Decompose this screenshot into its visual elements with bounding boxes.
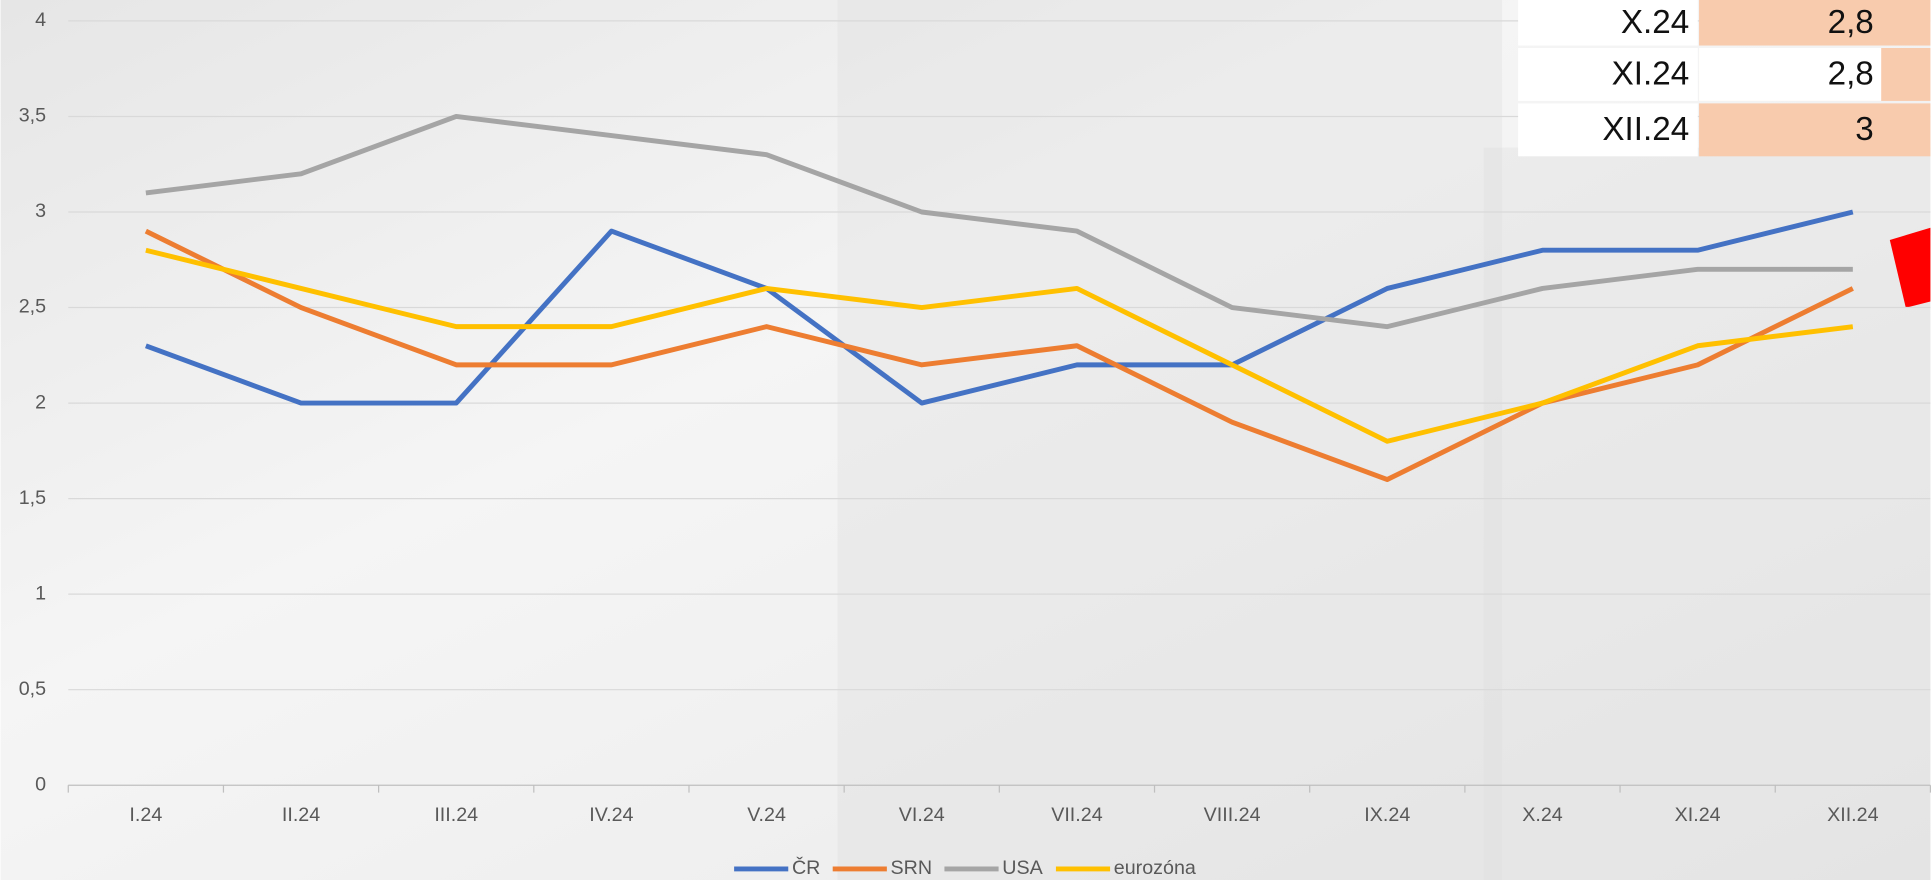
y-tick-label: 2 <box>35 391 46 413</box>
y-tick-label: 0 <box>35 773 46 795</box>
x-tick-label: I.24 <box>129 804 162 826</box>
x-tick-label: III.24 <box>434 804 478 826</box>
legend-label: eurozóna <box>1114 857 1196 879</box>
legend-label: ČR <box>792 856 820 879</box>
y-tick-label: 1 <box>35 582 46 604</box>
y-tick-label: 2,5 <box>19 296 46 318</box>
table-cell <box>1699 48 1882 101</box>
x-tick-label: VIII.24 <box>1204 804 1261 826</box>
table-value: 3 <box>1855 111 1873 148</box>
x-tick-label: IV.24 <box>589 804 633 826</box>
legend-label: SRN <box>891 857 933 879</box>
table: X.24 2,8 XI.24 2,8 XII.24 3 <box>1518 0 1931 157</box>
series-line <box>145 209 1854 406</box>
x-tick-label: IX.24 <box>1364 804 1410 826</box>
y-tick-label: 0,5 <box>19 678 46 700</box>
y-tick-label: 3,5 <box>19 105 46 127</box>
y-tick-label: 3 <box>35 200 46 222</box>
x-tick-label: V.24 <box>747 804 786 826</box>
table-label: XII.24 <box>1602 111 1689 148</box>
x-tick-label: VI.24 <box>899 804 945 826</box>
x-tick-label: II.24 <box>282 804 320 826</box>
table-cell <box>1699 0 1931 46</box>
background-bar <box>1483 147 1931 880</box>
x-tick-label: VII.24 <box>1051 804 1102 826</box>
series-line <box>144 228 1854 482</box>
table-cell <box>1518 48 1698 101</box>
table-cell <box>1518 103 1698 157</box>
table-cell <box>1699 103 1931 157</box>
table-label: XI.24 <box>1612 55 1690 92</box>
legend-label: USA <box>1002 857 1043 879</box>
red-shape <box>1889 227 1931 308</box>
series-line <box>145 247 1854 444</box>
series-line <box>145 114 1853 330</box>
y-tick-label: 1,5 <box>19 487 46 509</box>
x-tick-label: XII.24 <box>1827 804 1878 826</box>
x-tick-label: XI.24 <box>1675 804 1721 826</box>
legend: ČR SRN USA eurozóna <box>734 856 1196 879</box>
table-value: 2,8 <box>1828 55 1874 92</box>
table-label: X.24 <box>1621 4 1689 41</box>
table-value: 2,8 <box>1828 4 1874 41</box>
x-tick-label: X.24 <box>1522 804 1563 826</box>
y-tick-label: 4 <box>35 9 46 31</box>
table-cell <box>1518 0 1698 46</box>
